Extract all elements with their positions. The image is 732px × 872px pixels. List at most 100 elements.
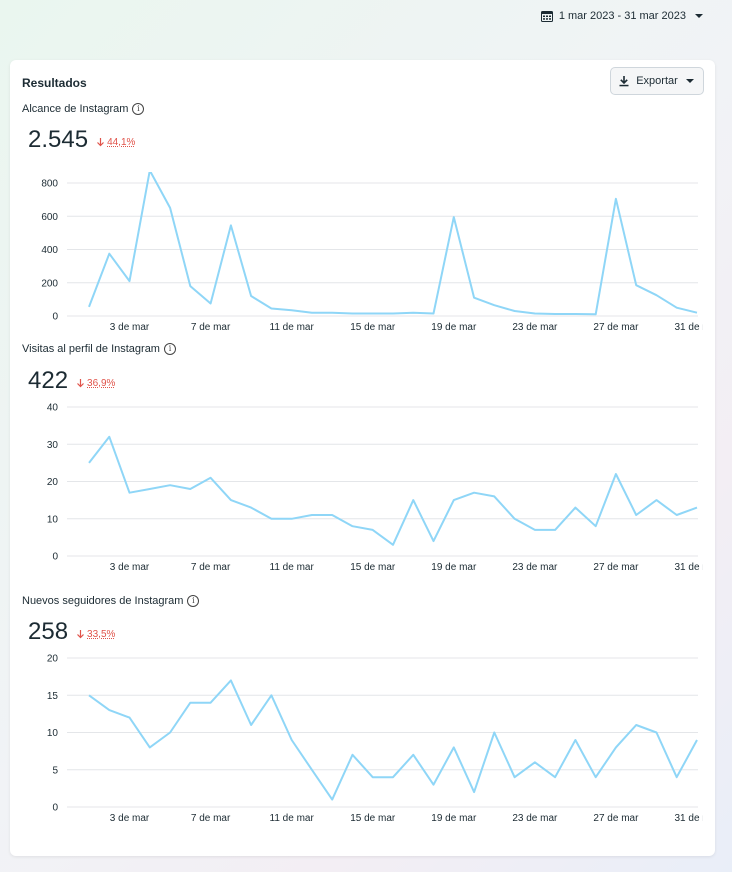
- data-point[interactable]: [512, 774, 518, 780]
- data-point[interactable]: [329, 797, 335, 803]
- data-point[interactable]: [329, 310, 335, 316]
- data-point[interactable]: [431, 538, 437, 544]
- data-point[interactable]: [127, 715, 133, 721]
- data-point[interactable]: [451, 497, 457, 503]
- data-point[interactable]: [410, 752, 416, 758]
- data-point[interactable]: [228, 222, 234, 228]
- data-point[interactable]: [106, 707, 112, 713]
- data-point[interactable]: [694, 737, 700, 743]
- data-point[interactable]: [593, 774, 599, 780]
- data-point[interactable]: [309, 512, 315, 518]
- info-icon[interactable]: i: [187, 595, 200, 607]
- data-point[interactable]: [410, 310, 416, 316]
- data-point[interactable]: [653, 730, 659, 736]
- data-point[interactable]: [370, 311, 376, 317]
- data-point[interactable]: [471, 490, 477, 496]
- data-point[interactable]: [471, 789, 477, 795]
- data-point[interactable]: [127, 278, 133, 284]
- data-point[interactable]: [552, 527, 558, 533]
- data-point[interactable]: [390, 542, 396, 548]
- data-point[interactable]: [349, 311, 355, 317]
- data-point[interactable]: [86, 460, 92, 466]
- data-point[interactable]: [512, 308, 518, 314]
- data-point[interactable]: [208, 475, 214, 481]
- data-point[interactable]: [613, 471, 619, 477]
- data-point[interactable]: [167, 205, 173, 211]
- data-point[interactable]: [147, 744, 153, 750]
- data-point[interactable]: [572, 505, 578, 511]
- data-point[interactable]: [410, 497, 416, 503]
- data-point[interactable]: [613, 744, 619, 750]
- data-point[interactable]: [532, 759, 538, 765]
- data-point[interactable]: [593, 523, 599, 529]
- data-point[interactable]: [633, 722, 639, 728]
- data-point[interactable]: [451, 744, 457, 750]
- data-point[interactable]: [674, 305, 680, 311]
- date-range-selector[interactable]: 1 mar 2023 - 31 mar 2023: [540, 10, 706, 22]
- data-point[interactable]: [491, 730, 497, 736]
- data-point[interactable]: [167, 730, 173, 736]
- data-point[interactable]: [370, 527, 376, 533]
- data-point[interactable]: [106, 434, 112, 440]
- data-point[interactable]: [674, 774, 680, 780]
- data-point[interactable]: [552, 774, 558, 780]
- data-point[interactable]: [653, 497, 659, 503]
- data-point[interactable]: [633, 512, 639, 518]
- data-point[interactable]: [370, 774, 376, 780]
- data-point[interactable]: [532, 527, 538, 533]
- data-point[interactable]: [390, 311, 396, 317]
- data-point[interactable]: [593, 311, 599, 317]
- data-point[interactable]: [289, 307, 295, 313]
- data-point[interactable]: [228, 497, 234, 503]
- data-point[interactable]: [86, 692, 92, 698]
- data-point[interactable]: [653, 292, 659, 298]
- export-button[interactable]: Exportar: [610, 67, 704, 95]
- data-point[interactable]: [208, 301, 214, 307]
- data-point[interactable]: [451, 214, 457, 220]
- data-point[interactable]: [187, 486, 193, 492]
- data-point[interactable]: [491, 302, 497, 308]
- data-point[interactable]: [228, 677, 234, 683]
- data-point[interactable]: [572, 311, 578, 317]
- data-point[interactable]: [309, 767, 315, 773]
- x-tick-label: 19 de mar: [431, 322, 477, 333]
- data-point[interactable]: [208, 700, 214, 706]
- data-point[interactable]: [127, 490, 133, 496]
- data-point[interactable]: [349, 523, 355, 529]
- data-point[interactable]: [431, 311, 437, 317]
- data-point[interactable]: [147, 486, 153, 492]
- data-point[interactable]: [309, 310, 315, 316]
- data-point[interactable]: [106, 251, 112, 257]
- y-tick-label: 30: [47, 440, 59, 451]
- info-icon[interactable]: i: [132, 103, 145, 115]
- data-point[interactable]: [431, 782, 437, 788]
- data-point[interactable]: [248, 505, 254, 511]
- data-point[interactable]: [694, 310, 700, 316]
- data-point[interactable]: [552, 311, 558, 317]
- data-point[interactable]: [390, 774, 396, 780]
- data-point[interactable]: [694, 505, 700, 511]
- data-point[interactable]: [268, 692, 274, 698]
- data-point[interactable]: [512, 516, 518, 522]
- data-point[interactable]: [491, 493, 497, 499]
- data-point[interactable]: [268, 516, 274, 522]
- data-point[interactable]: [187, 700, 193, 706]
- data-point[interactable]: [572, 737, 578, 743]
- data-point[interactable]: [248, 722, 254, 728]
- x-tick-label: 3 de mar: [110, 562, 150, 573]
- data-point[interactable]: [187, 283, 193, 289]
- data-point[interactable]: [289, 516, 295, 522]
- data-point[interactable]: [86, 304, 92, 310]
- data-point[interactable]: [633, 282, 639, 288]
- data-point[interactable]: [613, 196, 619, 202]
- data-point[interactable]: [349, 752, 355, 758]
- data-point[interactable]: [471, 295, 477, 301]
- data-point[interactable]: [248, 293, 254, 299]
- data-point[interactable]: [289, 737, 295, 743]
- data-point[interactable]: [268, 306, 274, 312]
- data-point[interactable]: [329, 512, 335, 518]
- data-point[interactable]: [674, 512, 680, 518]
- data-point[interactable]: [532, 311, 538, 317]
- data-point[interactable]: [167, 482, 173, 488]
- info-icon[interactable]: i: [163, 343, 176, 355]
